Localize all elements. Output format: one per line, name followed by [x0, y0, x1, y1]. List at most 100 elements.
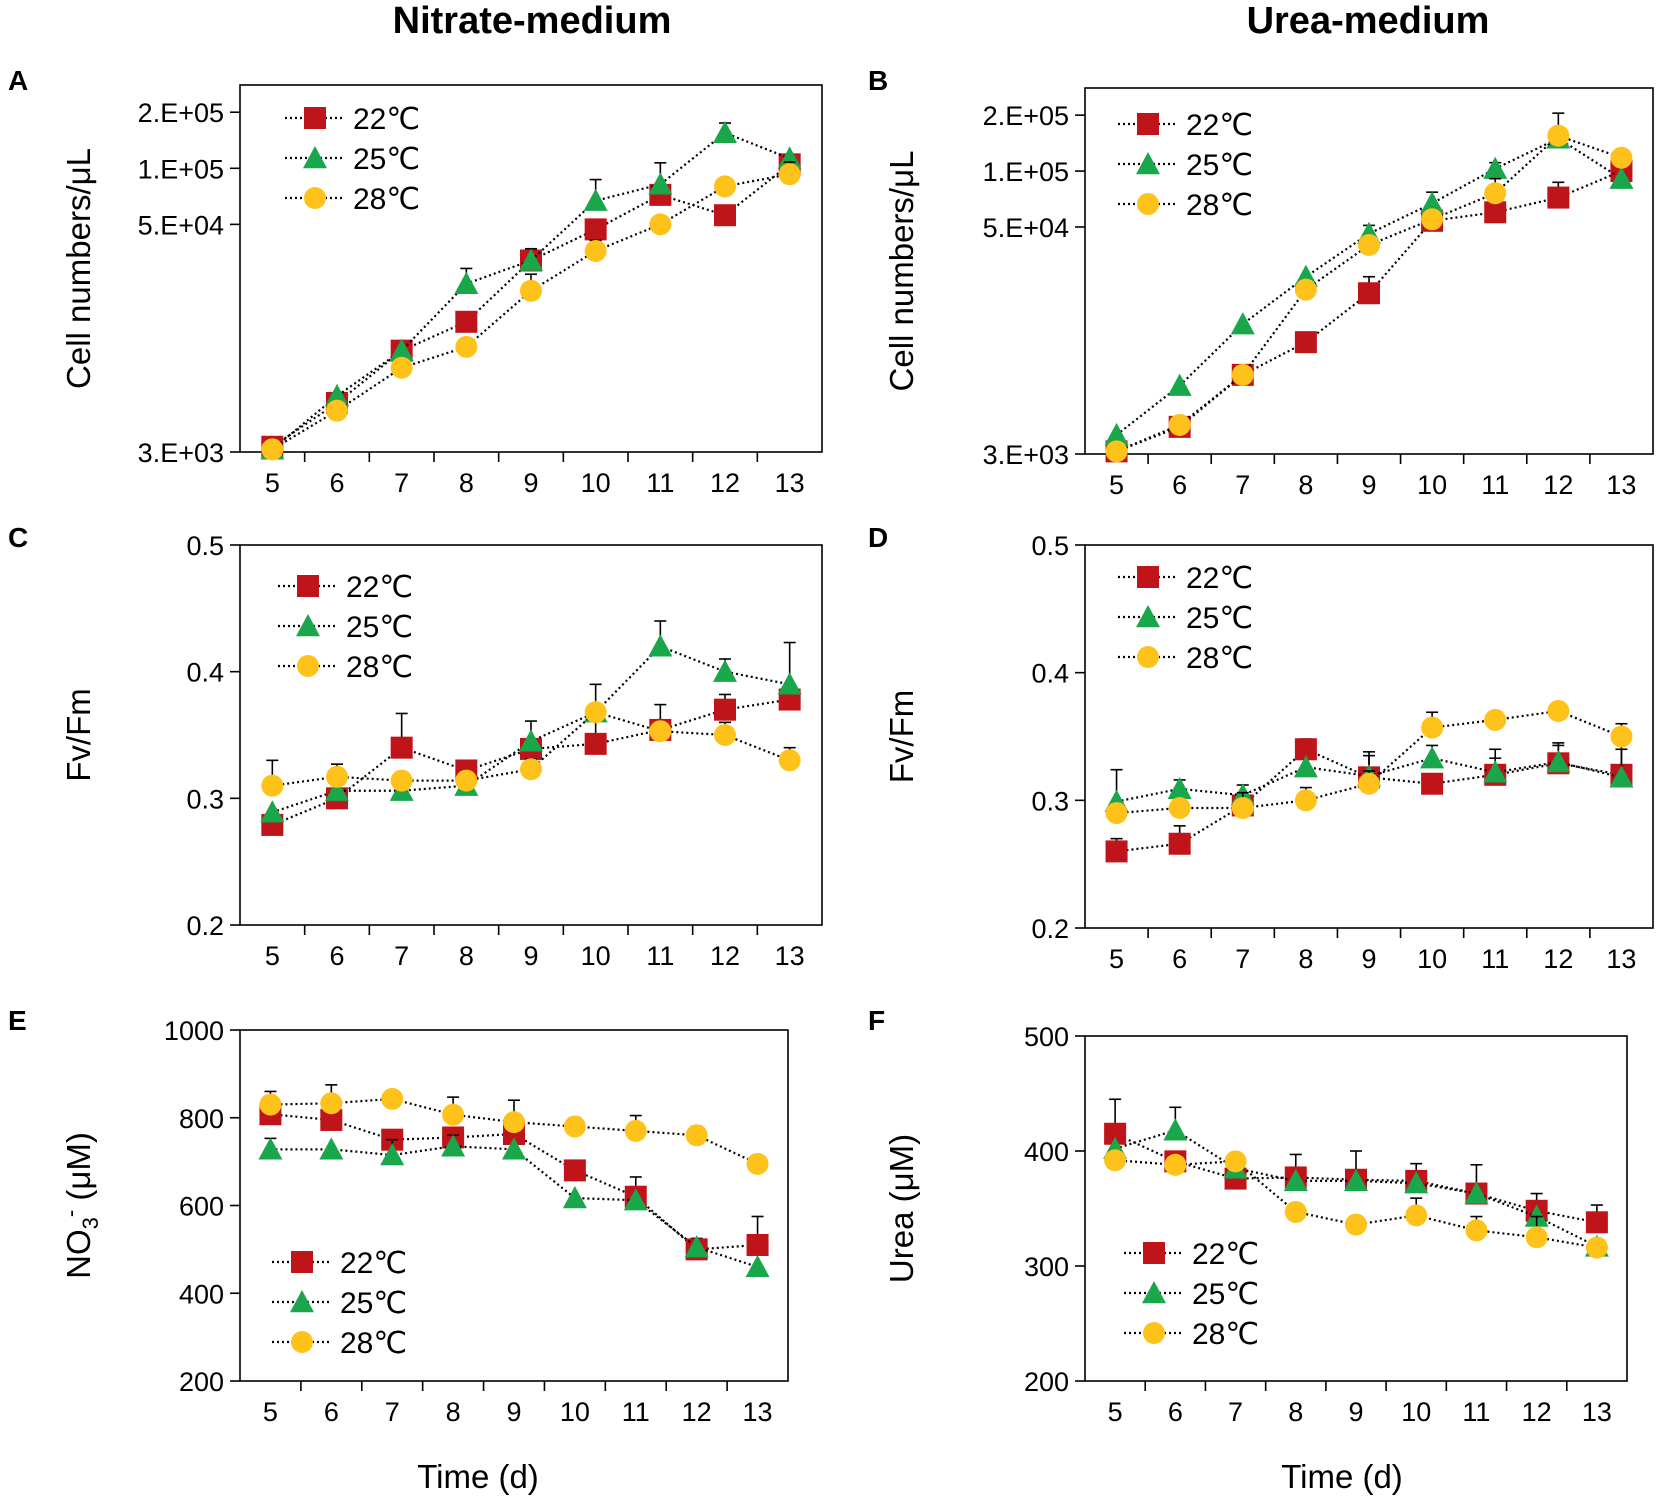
data-point — [1421, 772, 1444, 795]
data-point — [563, 1115, 586, 1138]
y-tick-label: 600 — [179, 1192, 224, 1222]
legend-label: 25℃ — [340, 1287, 407, 1320]
data-point — [1585, 1211, 1608, 1234]
data-point — [648, 634, 673, 657]
data-point — [519, 729, 543, 752]
panel-label-E: E — [8, 1005, 27, 1036]
data-point — [778, 163, 801, 186]
series-line — [271, 131, 791, 451]
x-tick-label: 9 — [523, 468, 538, 498]
y-tick-label: 200 — [179, 1367, 224, 1397]
legend-C: 22℃ 25℃ 28℃ — [278, 571, 413, 684]
y-axis-title-F: Urea (μM) — [883, 1134, 920, 1283]
data-point — [520, 758, 542, 781]
x-tick-label: 7 — [394, 941, 409, 971]
legend-label: 28℃ — [353, 183, 420, 216]
x-tick-label: 5 — [1108, 1397, 1123, 1427]
y-tick-label: 0.4 — [1031, 659, 1069, 689]
title-nitrate-medium: Nitrate-medium — [392, 0, 672, 42]
series-28C — [261, 701, 801, 797]
data-point — [684, 1235, 709, 1258]
y-tick-label: 5.E+04 — [983, 213, 1069, 243]
legend-marker — [1136, 152, 1160, 175]
x-tick-label: 12 — [682, 1397, 712, 1427]
data-point — [685, 1124, 708, 1147]
data-point — [584, 218, 607, 241]
x-tick-label: 12 — [710, 941, 740, 971]
x-tick-label: 7 — [1235, 470, 1250, 500]
plot-frame-F — [1084, 1035, 1628, 1382]
plot-frame-C — [239, 544, 823, 926]
panel-label-C: C — [8, 522, 28, 553]
x-tick-label: 5 — [265, 941, 280, 971]
x-tick-label: 11 — [646, 941, 674, 971]
x-tick-label: 9 — [1361, 944, 1376, 974]
x-tick-label: 10 — [560, 1397, 590, 1427]
legend-label: 22℃ — [340, 1247, 407, 1280]
data-point — [258, 1137, 283, 1160]
panel-F: 200 300 400 500 5 6 7 8 9 10 11 12 13 Urea (μM) 22℃ 25℃… — [883, 1022, 1628, 1427]
data-point — [649, 213, 672, 236]
legend-marker — [290, 1290, 314, 1313]
data-point — [1358, 282, 1380, 305]
x-tick-label: 10 — [1417, 944, 1447, 974]
data-point — [1609, 765, 1634, 788]
data-point — [319, 1137, 344, 1160]
data-point — [326, 765, 348, 788]
series-line — [271, 163, 791, 448]
legend-label: 25℃ — [353, 143, 420, 176]
data-point — [648, 172, 673, 195]
data-point — [1421, 716, 1444, 739]
data-point — [1224, 1150, 1247, 1173]
x-tick-label: 13 — [775, 468, 805, 498]
data-point — [584, 732, 607, 755]
x-tick-label: 12 — [1543, 470, 1573, 500]
y-tick-label: 0.2 — [186, 911, 224, 941]
data-point — [1167, 776, 1192, 800]
x-tick-label: 5 — [265, 468, 280, 498]
series-line — [1116, 134, 1622, 453]
x-tick-label: 10 — [1401, 1397, 1431, 1427]
data-point — [1168, 796, 1191, 819]
data-point — [1168, 832, 1191, 855]
panel-label-B: B — [868, 65, 888, 96]
x-tick-label: 9 — [1361, 470, 1376, 500]
legend-marker — [1137, 113, 1159, 135]
data-point — [1283, 1168, 1308, 1192]
legend-marker — [1137, 193, 1159, 215]
data-point — [746, 1152, 769, 1175]
panel-label-D: D — [868, 522, 888, 553]
data-point — [778, 749, 801, 772]
x-tick-label: 8 — [1298, 944, 1313, 974]
legend-marker — [296, 614, 320, 637]
data-point — [261, 438, 284, 461]
x-tick-label: 6 — [1168, 1397, 1183, 1427]
title-urea-medium: Urea-medium — [1246, 0, 1490, 42]
plot-frame-E — [239, 1029, 789, 1382]
x-tick-label: 5 — [263, 1397, 278, 1427]
legend-marker — [297, 575, 319, 597]
x-tick-label: 6 — [324, 1397, 339, 1427]
data-point — [1610, 146, 1633, 169]
x-tick-label: 6 — [1172, 944, 1187, 974]
data-point — [326, 399, 348, 422]
x-tick-label: 11 — [1481, 470, 1509, 500]
legend-marker — [291, 1331, 313, 1353]
y-tick-label: 1.E+05 — [138, 154, 224, 184]
y-tick-label: 1000 — [164, 1016, 224, 1046]
legend-label: 22℃ — [353, 103, 420, 136]
x-tick-label: 9 — [523, 941, 538, 971]
y-tick-label: 0.5 — [186, 531, 224, 561]
data-point — [380, 1143, 405, 1166]
data-point — [261, 774, 284, 797]
data-point — [649, 720, 672, 743]
legend-marker — [291, 1251, 313, 1273]
data-point — [454, 271, 479, 294]
legend-marker — [303, 146, 327, 169]
data-point — [320, 1092, 343, 1115]
series-28C — [1105, 699, 1633, 825]
x-tick-label: 5 — [1109, 470, 1124, 500]
legend-label: 22℃ — [1186, 109, 1253, 142]
data-point — [455, 310, 478, 333]
